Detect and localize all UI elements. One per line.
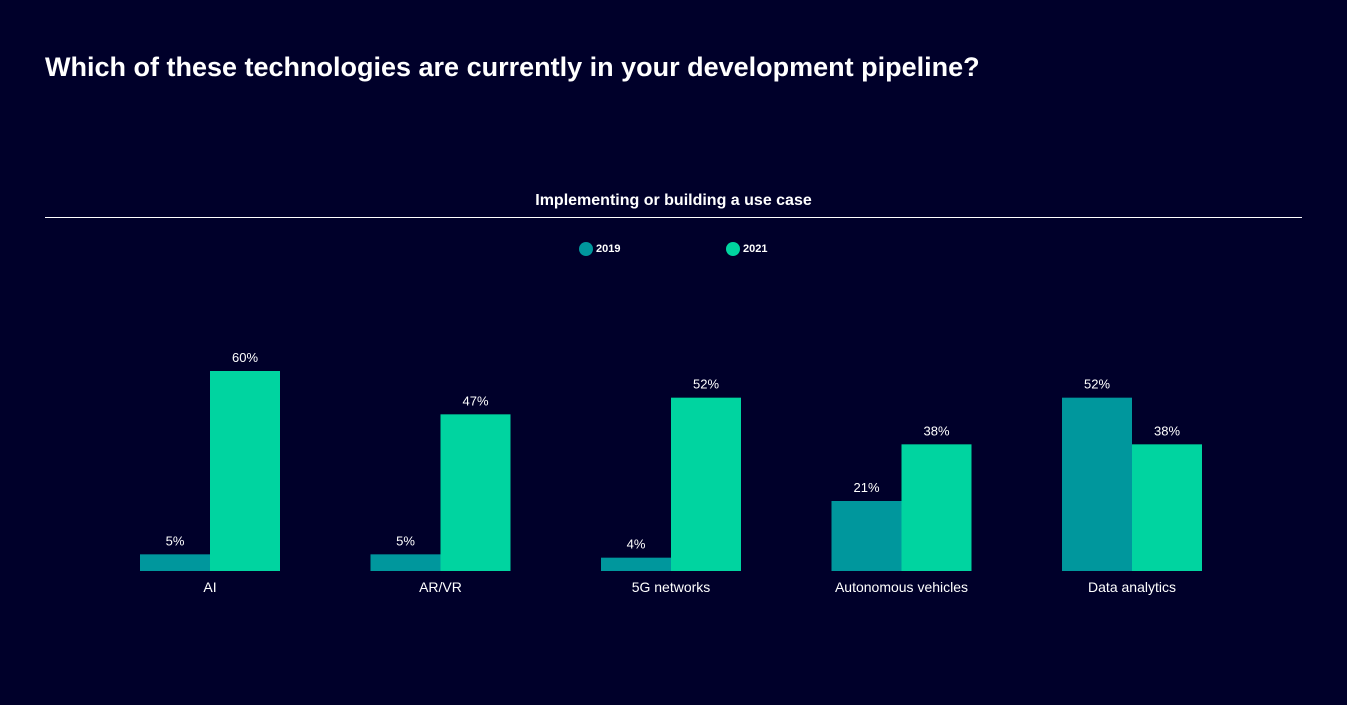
category-label-ai: AI	[203, 579, 216, 595]
page-title: Which of these technologies are currentl…	[45, 52, 980, 82]
chart-subtitle: Implementing or building a use case	[535, 192, 812, 209]
data-label-ai-2019: 5%	[166, 533, 185, 548]
legend-label-2019: 2019	[596, 243, 621, 255]
data-label-ar-vr-2019: 5%	[396, 533, 415, 548]
data-label-5g-networks-2019: 4%	[627, 537, 646, 552]
data-label-autonomous-vehicles-2021: 38%	[923, 423, 949, 438]
bar-ar-vr-2021	[440, 414, 511, 571]
category-label-data-analytics: Data analytics	[1088, 579, 1176, 595]
bar-5g-networks-2021	[671, 397, 741, 571]
data-label-autonomous-vehicles-2019: 21%	[853, 480, 879, 495]
category-label-autonomous-vehicles: Autonomous vehicles	[835, 579, 968, 595]
bar-ai-2021	[210, 371, 280, 571]
data-label-data-analytics-2019: 52%	[1084, 377, 1110, 392]
legend-dot-2021-icon	[726, 242, 740, 256]
legend-item-2019: 2019	[579, 242, 620, 256]
bar-ai-2019	[140, 554, 210, 571]
bar-5g-networks-2019	[601, 557, 671, 571]
bar-data-analytics-2019	[1062, 397, 1132, 571]
legend-dot-2019-icon	[579, 242, 593, 256]
bar-data-analytics-2021	[1132, 444, 1202, 571]
data-label-ai-2021: 60%	[232, 350, 258, 365]
divider	[45, 217, 1302, 218]
legend-label-2021: 2021	[743, 243, 768, 255]
category-label-5g-networks: 5G networks	[632, 579, 711, 595]
data-label-5g-networks-2021: 52%	[693, 377, 719, 392]
category-label-ar-vr: AR/VR	[419, 579, 462, 595]
bar-autonomous-vehicles-2021	[901, 444, 972, 571]
data-label-data-analytics-2021: 38%	[1154, 423, 1180, 438]
bar-ar-vr-2019	[370, 554, 441, 571]
bar-autonomous-vehicles-2019	[831, 501, 902, 571]
legend-item-2021: 2021	[726, 242, 767, 256]
data-label-ar-vr-2021: 47%	[462, 393, 488, 408]
